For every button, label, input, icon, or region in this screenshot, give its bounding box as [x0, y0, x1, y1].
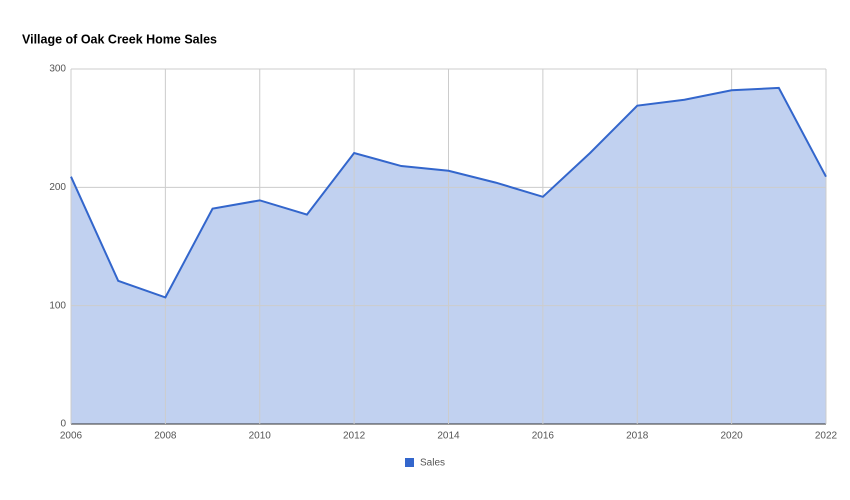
x-tick-label: 2016 — [532, 431, 555, 442]
area-line — [70, 86, 827, 299]
chart-title: Village of Oak Creek Home Sales — [22, 32, 217, 46]
legend-swatch — [405, 458, 414, 467]
x-tick-label: 2008 — [154, 431, 177, 442]
legend-label: Sales — [420, 458, 445, 469]
x-tick-label: 2018 — [626, 431, 649, 442]
x-tick-label: 2022 — [815, 431, 838, 442]
x-tick-label: 2012 — [343, 431, 366, 442]
y-tick-label: 0 — [60, 419, 66, 430]
x-tick-label: 2020 — [721, 431, 744, 442]
x-tick-label: 2014 — [437, 431, 460, 442]
x-tick-label: 2006 — [60, 431, 83, 442]
y-tick-label: 300 — [49, 64, 66, 75]
x-tick-label: 2010 — [249, 431, 272, 442]
y-tick-label: 200 — [49, 182, 66, 193]
y-tick-label: 100 — [49, 300, 66, 311]
